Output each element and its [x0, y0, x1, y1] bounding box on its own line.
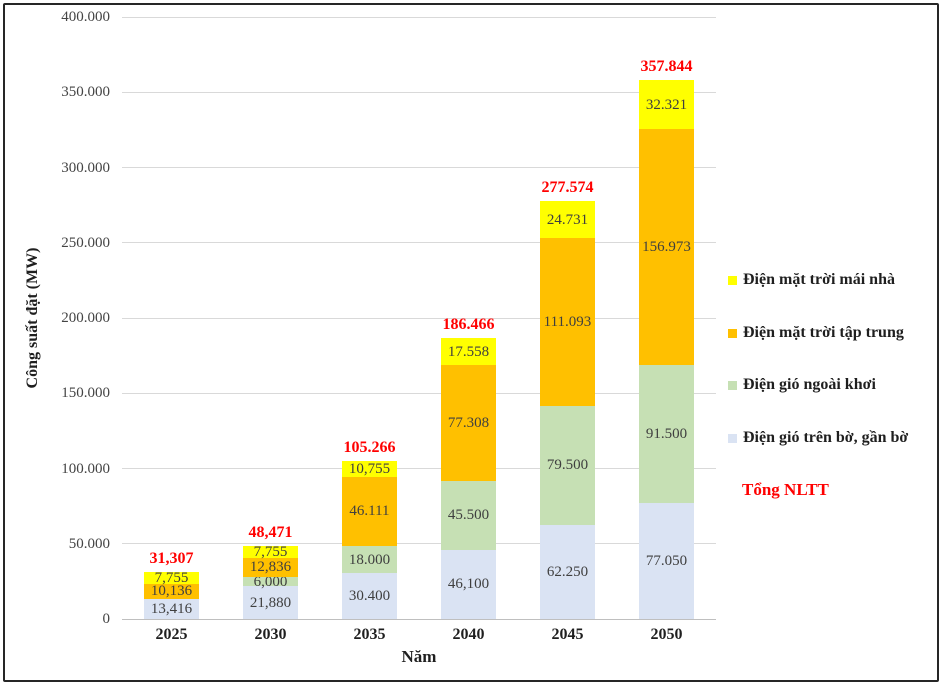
bar-segment-dien-gio-tren-bo [243, 586, 298, 619]
bar-segment-label: 32.321 [645, 96, 688, 113]
gridline [122, 392, 716, 394]
bar-segment-label: 10,136 [150, 583, 193, 600]
bar-segment-dien-mat-troi-tap-trung [243, 557, 298, 578]
x-axis-title: Năm [401, 647, 437, 666]
bar-segment-dien-mat-troi-mai-nha [540, 201, 595, 239]
bar-segment-label: 77.050 [645, 553, 688, 570]
bar-segment-label: 7,755 [154, 569, 189, 586]
bar-segment-dien-gio-ngoai-khoi [441, 481, 496, 550]
bar-segment-label: 30.400 [348, 588, 391, 605]
bar-segment-label: 24.731 [546, 211, 589, 228]
bar-segment-dien-mat-troi-tap-trung [441, 364, 496, 482]
bar-segment-dien-gio-ngoai-khoi [243, 577, 298, 587]
legend-item: Điện gió trên bờ, gần bờ [728, 429, 908, 447]
gridline [122, 91, 716, 93]
bar-segment-dien-mat-troi-tap-trung [540, 238, 595, 406]
bar-segment-label: 91.500 [645, 426, 688, 443]
gridline [122, 242, 716, 244]
bar-segment-label: 6,000 [253, 573, 288, 590]
y-tick-label: 50.000 [68, 535, 110, 552]
legend-item-label: Điện mặt trời mái nhà [743, 271, 895, 288]
legend-item-label: Điện mặt trời tập trung [743, 324, 904, 341]
bar-total-label: 277.574 [541, 179, 594, 197]
legend-swatch-icon [728, 380, 737, 390]
bar-total-label: 48,471 [248, 524, 293, 542]
bar-segment-label: 7,755 [253, 543, 288, 560]
bar-segment-dien-mat-troi-mai-nha [441, 338, 496, 365]
gridline [122, 543, 716, 545]
bar-segment-label: 62.250 [546, 564, 589, 581]
x-tick-label: 2035 [353, 626, 386, 643]
bar-total-label: 31,307 [149, 549, 194, 567]
bar-segment-label: 46,100 [447, 576, 490, 593]
x-tick-label: 2045 [551, 626, 584, 643]
y-axis-title: Công suất đặt (MW) [24, 247, 41, 389]
bar-segment-dien-gio-tren-bo [639, 503, 694, 619]
gridline [122, 468, 716, 469]
legend-swatch-icon [728, 275, 737, 285]
bar-segment-label: 156.973 [642, 239, 691, 256]
bar-segment-dien-gio-tren-bo [441, 549, 496, 619]
bar-segment-label: 13,416 [150, 600, 193, 617]
bar-segment-label: 18.000 [348, 551, 391, 568]
legend-item: Điện mặt trời mái nhà [728, 271, 895, 289]
legend-item: Điện gió ngoài khơi [728, 376, 876, 394]
legend-swatch-icon [728, 328, 737, 338]
gridline [122, 16, 716, 18]
bar-segment-label: 111.093 [543, 314, 592, 331]
bar-segment-label: 10,755 [348, 460, 391, 477]
bar-segment-dien-gio-tren-bo [144, 598, 199, 619]
y-tick-label: 400.000 [61, 9, 110, 25]
bar-segment-dien-mat-troi-mai-nha [243, 546, 298, 558]
gridline [122, 618, 716, 620]
bar-segment-dien-gio-tren-bo [540, 525, 595, 619]
legend-swatch-icon [728, 433, 737, 443]
legend-item-label: Điện gió trên bờ, gần bờ [743, 429, 909, 446]
bar-segment-label: 45.500 [447, 507, 490, 524]
legend-item: Điện mặt trời tập trung [728, 324, 904, 342]
bar-segment-dien-gio-ngoai-khoi [639, 365, 694, 504]
bar-total-label: 186.466 [442, 316, 495, 334]
bar-segment-label: 77.308 [447, 414, 490, 431]
bar-segment-dien-gio-tren-bo [342, 573, 397, 619]
bar-total-label: 357.844 [640, 58, 693, 76]
bar-segment-dien-mat-troi-mai-nha [144, 571, 199, 584]
y-tick-label: 150.000 [61, 385, 110, 402]
y-tick-label: 200.000 [61, 310, 110, 326]
bar-segment-dien-mat-troi-mai-nha [639, 80, 694, 130]
legend-item-label: Điện gió ngoài khơi [743, 376, 876, 393]
x-tick-label: 2040 [452, 626, 485, 643]
bar-segment-dien-mat-troi-tap-trung [144, 583, 199, 599]
y-tick-label: 100.000 [61, 460, 110, 477]
bar-total-label: 105.266 [343, 438, 396, 456]
x-tick-label: 2050 [650, 626, 683, 643]
legend: Tổng NLTT Điện mặt trời mái nhà Điện mặt … [728, 0, 938, 685]
y-tick-label: 350.000 [61, 84, 110, 101]
y-tick-label: 250.000 [61, 234, 110, 251]
bar-segment-dien-mat-troi-mai-nha [342, 460, 397, 477]
x-tick-label: 2025 [155, 626, 188, 643]
legend-total-label: Tổng NLTT [742, 480, 829, 499]
bar-segment-label: 21,880 [249, 594, 292, 611]
bar-segment-dien-gio-ngoai-khoi [540, 405, 595, 526]
bar-segment-label: 79.500 [546, 457, 589, 474]
bar-segment-label: 12,836 [249, 559, 292, 576]
gridline [122, 167, 716, 168]
y-tick-label: 0 [102, 611, 111, 627]
gridline [122, 317, 716, 319]
bar-segment-label: 46.111 [349, 503, 390, 520]
bar-segment-dien-gio-ngoai-khoi [342, 546, 397, 574]
y-tick-label: 300.000 [61, 159, 110, 176]
bar-segment-dien-mat-troi-tap-trung [342, 476, 397, 547]
bar-segment-dien-mat-troi-tap-trung [639, 129, 694, 366]
bar-segment-label: 17.558 [447, 343, 490, 360]
x-tick-label: 2030 [254, 626, 287, 643]
